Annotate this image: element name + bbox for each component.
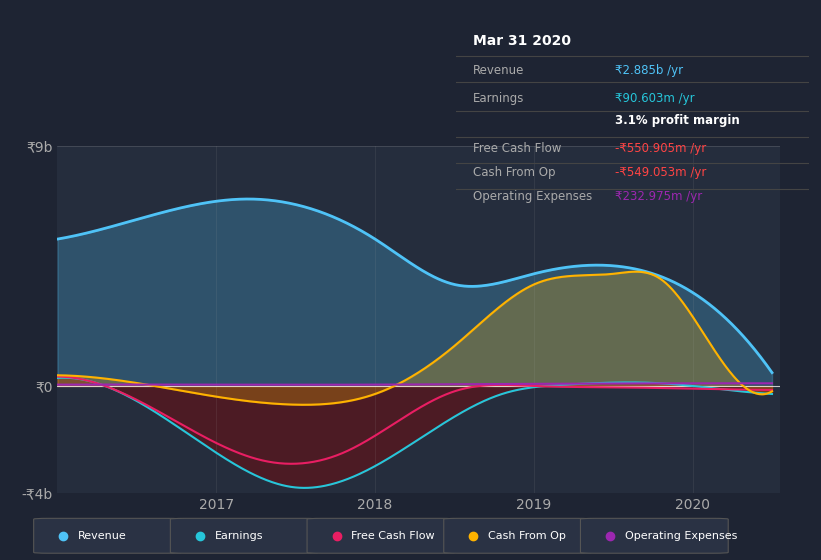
FancyBboxPatch shape [171,519,319,553]
Text: -₹549.053m /yr: -₹549.053m /yr [615,166,706,179]
Text: Operating Expenses: Operating Expenses [474,190,593,203]
Text: Cash From Op: Cash From Op [474,166,556,179]
FancyBboxPatch shape [307,519,455,553]
Text: ₹2.885b /yr: ₹2.885b /yr [615,64,682,77]
Text: 3.1% profit margin: 3.1% profit margin [615,114,739,127]
Text: ₹90.603m /yr: ₹90.603m /yr [615,92,694,105]
Text: Earnings: Earnings [215,531,264,541]
Text: Revenue: Revenue [474,64,525,77]
Text: Free Cash Flow: Free Cash Flow [351,531,435,541]
Text: Free Cash Flow: Free Cash Flow [474,142,562,155]
FancyBboxPatch shape [34,519,181,553]
Text: Revenue: Revenue [78,531,126,541]
Text: Earnings: Earnings [474,92,525,105]
Text: -₹550.905m /yr: -₹550.905m /yr [615,142,706,155]
FancyBboxPatch shape [580,519,728,553]
Text: Mar 31 2020: Mar 31 2020 [474,34,571,48]
Text: Cash From Op: Cash From Op [488,531,566,541]
FancyBboxPatch shape [443,519,591,553]
Text: Operating Expenses: Operating Expenses [625,531,737,541]
Text: ₹232.975m /yr: ₹232.975m /yr [615,190,702,203]
